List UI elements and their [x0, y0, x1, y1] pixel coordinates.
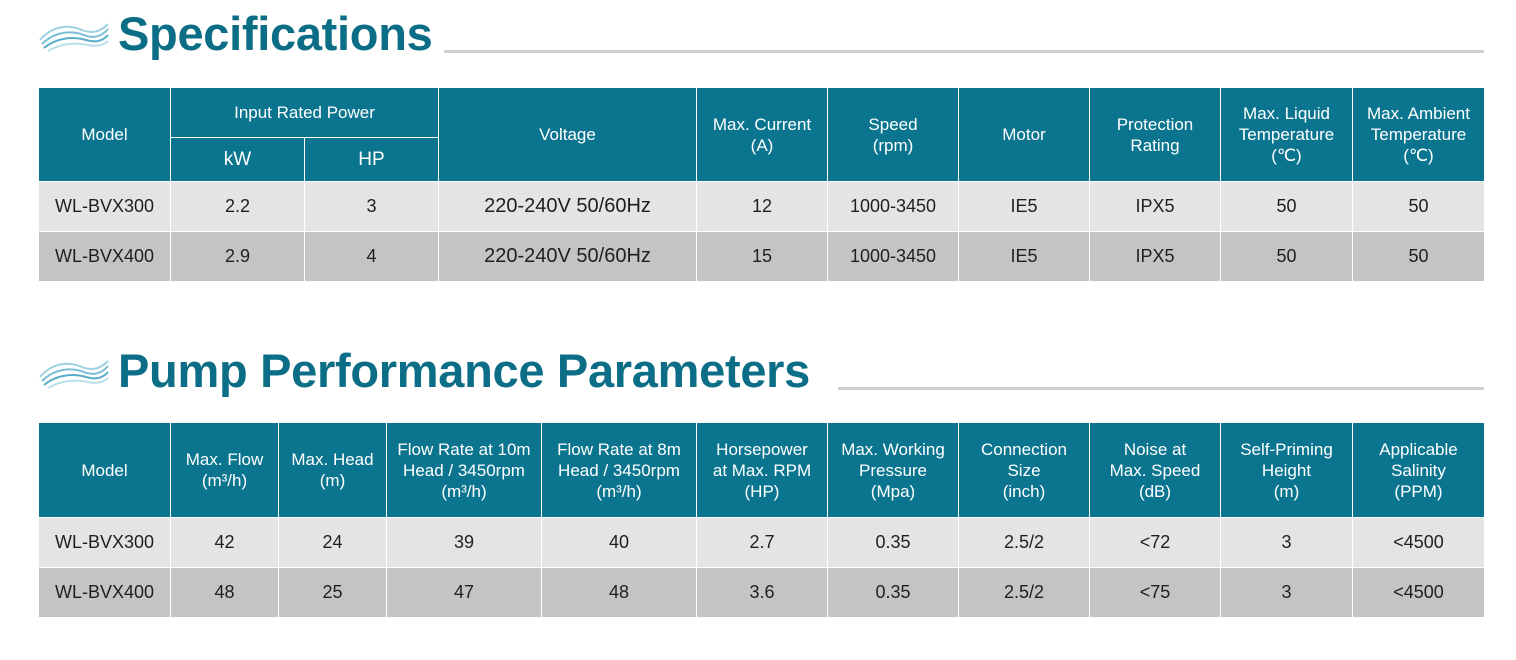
table-row: WL-BVX300 2.2 3 220-240V 50/60Hz 12 1000…: [38, 181, 1485, 232]
cell-max-ambient-temperature: 50: [1352, 181, 1485, 232]
cell-max-liquid-temperature: 50: [1220, 181, 1353, 232]
cell-flow-rate-8m: 40: [541, 517, 697, 568]
col-horsepower: Horsepower at Max. RPM (HP): [696, 422, 828, 518]
cell-max-ambient-temperature: 50: [1352, 231, 1485, 282]
cell-max-flow: 42: [170, 517, 279, 568]
cell-max-current: 12: [696, 181, 828, 232]
section-title: Specifications: [118, 7, 433, 60]
col-protection-rating: Protection Rating: [1089, 87, 1221, 182]
cell-speed: 1000-3450: [827, 231, 959, 282]
cell-max-working-pressure: 0.35: [827, 517, 959, 568]
col-connection-size: Connection Size (inch): [958, 422, 1090, 518]
specifications-table: Model Input Rated Power Voltage Max. Cur…: [38, 87, 1485, 282]
section-title: Pump Performance Parameters: [118, 344, 810, 397]
cell-motor: IE5: [958, 231, 1090, 282]
col-max-ambient-temperature: Max. Ambient Temperature (℃): [1352, 87, 1485, 182]
col-input-rated-power: Input Rated Power: [170, 87, 439, 138]
cell-applicable-salinity: <4500: [1352, 567, 1485, 618]
cell-protection-rating: IPX5: [1089, 231, 1221, 282]
cell-applicable-salinity: <4500: [1352, 517, 1485, 568]
table-row: WL-BVX300 42 24 39 40 2.7 0.35 2.5/2 <72…: [38, 517, 1485, 568]
performance-heading: Pump Performance Parameters: [38, 343, 1484, 403]
cell-flow-rate-10m: 47: [386, 567, 542, 618]
title-divider: [838, 387, 1484, 390]
cell-voltage: 220-240V 50/60Hz: [438, 181, 697, 232]
cell-hp: 3: [304, 181, 439, 232]
col-kw: kW: [170, 137, 305, 182]
cell-self-priming-height: 3: [1220, 517, 1353, 568]
cell-max-liquid-temperature: 50: [1220, 231, 1353, 282]
cell-model: WL-BVX300: [38, 517, 171, 568]
col-hp: HP: [304, 137, 439, 182]
cell-horsepower: 2.7: [696, 517, 828, 568]
cell-max-working-pressure: 0.35: [827, 567, 959, 618]
cell-motor: IE5: [958, 181, 1090, 232]
col-speed: Speed (rpm): [827, 87, 959, 182]
cell-kw: 2.9: [170, 231, 305, 282]
col-flow-rate-10m: Flow Rate at 10m Head / 3450rpm (m³/h): [386, 422, 542, 518]
col-voltage: Voltage: [438, 87, 697, 182]
cell-connection-size: 2.5/2: [958, 567, 1090, 618]
cell-noise: <72: [1089, 517, 1221, 568]
cell-model: WL-BVX400: [38, 567, 171, 618]
specifications-heading: Specifications: [38, 6, 1484, 66]
cell-protection-rating: IPX5: [1089, 181, 1221, 232]
cell-connection-size: 2.5/2: [958, 517, 1090, 568]
cell-max-current: 15: [696, 231, 828, 282]
col-model: Model: [38, 87, 171, 182]
wave-icon: [39, 360, 109, 389]
col-self-priming-height: Self-Priming Height (m): [1220, 422, 1353, 518]
cell-max-head: 25: [278, 567, 387, 618]
cell-self-priming-height: 3: [1220, 567, 1353, 618]
col-max-flow: Max. Flow (m³/h): [170, 422, 279, 518]
performance-table: Model Max. Flow (m³/h) Max. Head (m) Flo…: [38, 422, 1485, 618]
cell-max-head: 24: [278, 517, 387, 568]
col-noise: Noise at Max. Speed (dB): [1089, 422, 1221, 518]
cell-flow-rate-10m: 39: [386, 517, 542, 568]
cell-hp: 4: [304, 231, 439, 282]
cell-noise: <75: [1089, 567, 1221, 618]
cell-kw: 2.2: [170, 181, 305, 232]
table-row: WL-BVX400 48 25 47 48 3.6 0.35 2.5/2 <75…: [38, 567, 1485, 618]
col-motor: Motor: [958, 87, 1090, 182]
cell-voltage: 220-240V 50/60Hz: [438, 231, 697, 282]
col-applicable-salinity: Applicable Salinity (PPM): [1352, 422, 1485, 518]
cell-horsepower: 3.6: [696, 567, 828, 618]
cell-model: WL-BVX400: [38, 231, 171, 282]
table-row: WL-BVX400 2.9 4 220-240V 50/60Hz 15 1000…: [38, 231, 1485, 282]
cell-speed: 1000-3450: [827, 181, 959, 232]
cell-flow-rate-8m: 48: [541, 567, 697, 618]
col-max-current: Max. Current (A): [696, 87, 828, 182]
col-max-liquid-temperature: Max. Liquid Temperature (℃): [1220, 87, 1353, 182]
title-divider: [444, 50, 1484, 53]
cell-model: WL-BVX300: [38, 181, 171, 232]
cell-max-flow: 48: [170, 567, 279, 618]
col-flow-rate-8m: Flow Rate at 8m Head / 3450rpm (m³/h): [541, 422, 697, 518]
wave-icon: [39, 23, 109, 52]
col-max-head: Max. Head (m): [278, 422, 387, 518]
col-max-working-pressure: Max. Working Pressure (Mpa): [827, 422, 959, 518]
col-model: Model: [38, 422, 171, 518]
